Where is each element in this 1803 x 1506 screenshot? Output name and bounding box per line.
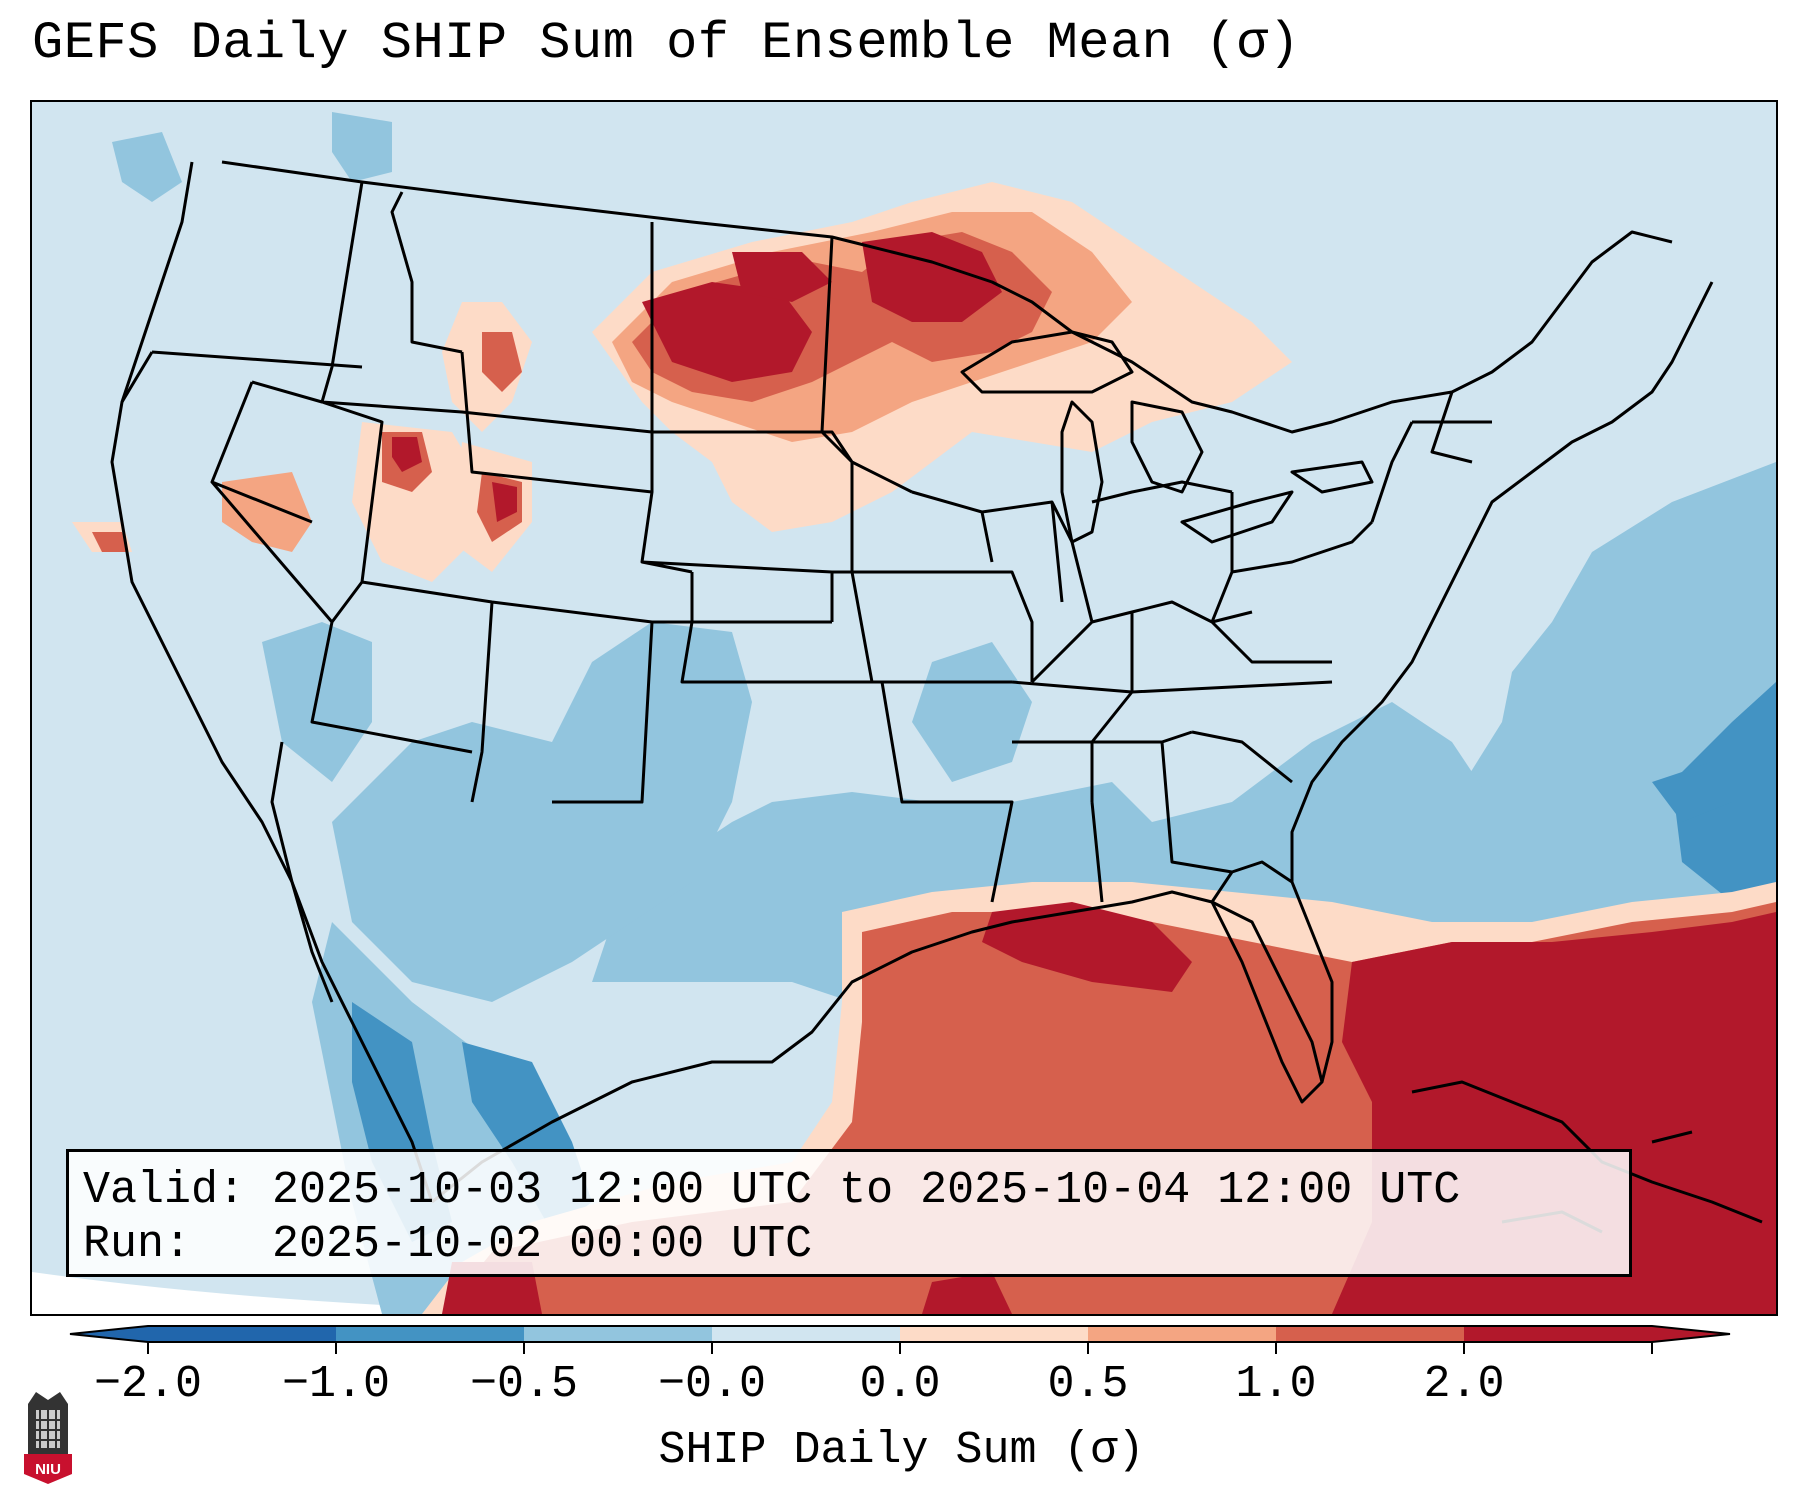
valid-run-info-box: Valid: 2025-10-03 12:00 UTC to 2025-10-0… [66, 1149, 1632, 1277]
niu-logo: NIU [24, 1392, 72, 1484]
colorbar-tick-label: 2.0 [1423, 1359, 1505, 1410]
field-ca-coast-red [92, 532, 127, 552]
colorbar-tick-label: −1.0 [281, 1359, 391, 1410]
lake-huron [1130, 400, 1204, 494]
lake-superior [960, 330, 1134, 394]
field-plains-dark-3 [732, 252, 832, 302]
baja-peninsula [270, 741, 434, 1203]
colorbar-tick-label: −0.5 [469, 1359, 579, 1410]
colorbar-tick-label: −0.0 [657, 1359, 767, 1410]
colorbar-segment [712, 1326, 901, 1342]
colorbar-tick-label: 0.5 [1047, 1359, 1129, 1410]
field-plains-dark-1 [642, 282, 812, 382]
colorbar-segment [1088, 1326, 1277, 1342]
field-south-dark-patch-2 [922, 1272, 1012, 1314]
lake-erie [1180, 490, 1294, 544]
west-coast [110, 161, 334, 1003]
chart-title: GEFS Daily SHIP Sum of Ensemble Mean (σ) [32, 14, 1301, 73]
valid-value: 2025-10-03 12:00 UTC to 2025-10-04 12:00… [272, 1165, 1461, 1216]
colorbar-extend-over [1652, 1326, 1730, 1342]
valid-label: Valid: [83, 1165, 246, 1216]
field-utah-dark [392, 437, 422, 472]
colorbar-segment [1276, 1326, 1465, 1342]
colorbar [69, 1325, 1731, 1354]
colorbar-tick-label: 0.0 [859, 1359, 941, 1410]
map-plot [32, 102, 1776, 1314]
run-label: Run: [83, 1219, 192, 1270]
field-idaho-red [482, 332, 522, 392]
east-coast [1290, 281, 1714, 882]
colorbar-segment [900, 1326, 1089, 1342]
colorbar-segment [336, 1326, 525, 1342]
colorbar-tick-label: 1.0 [1235, 1359, 1317, 1410]
colorbar-tick-label: −2.0 [93, 1359, 203, 1410]
us-canada-border [221, 160, 1673, 434]
field-atlantic-patch [1652, 762, 1732, 822]
colorbar-label: SHIP Daily Sum (σ) [658, 1425, 1145, 1476]
colorbar-outline [69, 1325, 1731, 1343]
lake-ontario [1290, 460, 1374, 494]
colorbar-segments [70, 1326, 1730, 1354]
logo-text: NIU [35, 1461, 61, 1478]
lake-michigan [1060, 400, 1104, 544]
colorbar-segment [524, 1326, 713, 1342]
field-ms-valley-neg [912, 642, 1032, 782]
logo-shield [24, 1454, 72, 1484]
map-panel [30, 100, 1778, 1316]
field-gulf-dark [982, 902, 1192, 992]
colorbar-extend-under [70, 1326, 148, 1342]
florida [1210, 860, 1334, 1104]
colorbar-segment [1464, 1326, 1653, 1342]
field-nevada-pos [222, 472, 312, 552]
field-pacnw-patch-1 [112, 132, 182, 202]
gulf-coast [431, 890, 1324, 1204]
field-pacnw-patch-2 [332, 112, 392, 182]
colorbar-segment [148, 1326, 337, 1342]
field-wy-dark [492, 482, 517, 522]
outside-domain [32, 1272, 732, 1314]
run-value: 2025-10-02 00:00 UTC [272, 1219, 813, 1270]
state-borders [120, 181, 1492, 903]
